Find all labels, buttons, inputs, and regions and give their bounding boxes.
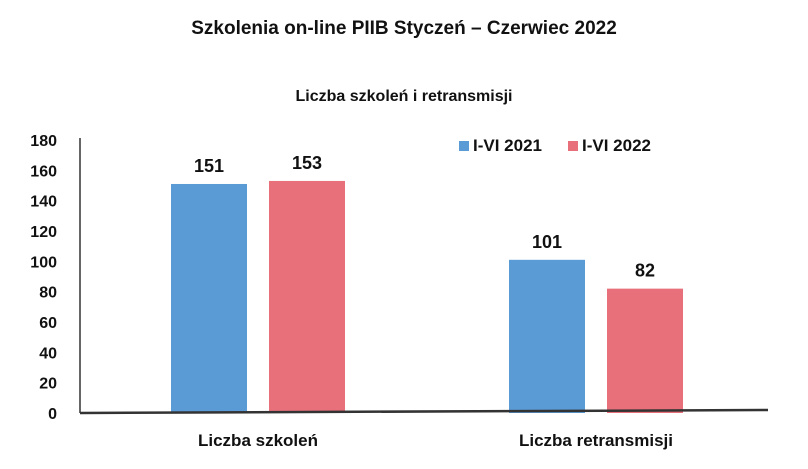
y-tick-label: 140 [30,194,57,211]
y-tick-label: 60 [39,315,57,332]
page-title: Szkolenia on-line PIIB Styczeń – Czerwie… [191,18,617,39]
legend-swatch-2021 [459,141,469,151]
y-tick-label: 100 [30,254,57,271]
legend-item-2022: I-VI 2022 [568,136,651,156]
bar [607,288,683,413]
y-tick-label: 120 [30,224,57,241]
x-axis-line [79,408,769,415]
legend-label-2021: I-VI 2021 [473,136,542,155]
chart-title: Liczba szkoleń i retransmisji [295,88,513,105]
y-tick-label: 180 [30,133,57,150]
bar [269,180,345,413]
y-tick-label: 0 [48,406,57,423]
data-label: 101 [532,232,562,252]
bar [171,183,247,413]
y-tick-label: 80 [39,285,57,302]
y-tick-label: 40 [39,345,57,362]
chart-legend: I-VI 2021 I-VI 2022 [459,136,651,156]
bar [509,259,585,413]
y-tick-label: 20 [39,376,57,393]
legend-swatch-2022 [568,141,578,151]
x-category-label: Liczba retransmisji [519,431,673,450]
data-label: 153 [292,153,322,173]
legend-item-2021: I-VI 2021 [459,136,542,156]
legend-label-2022: I-VI 2022 [582,136,651,155]
data-label: 151 [194,156,224,176]
y-tick-label: 160 [30,163,57,180]
x-category-label: Liczba szkoleń [198,431,318,450]
data-label: 82 [635,261,655,281]
